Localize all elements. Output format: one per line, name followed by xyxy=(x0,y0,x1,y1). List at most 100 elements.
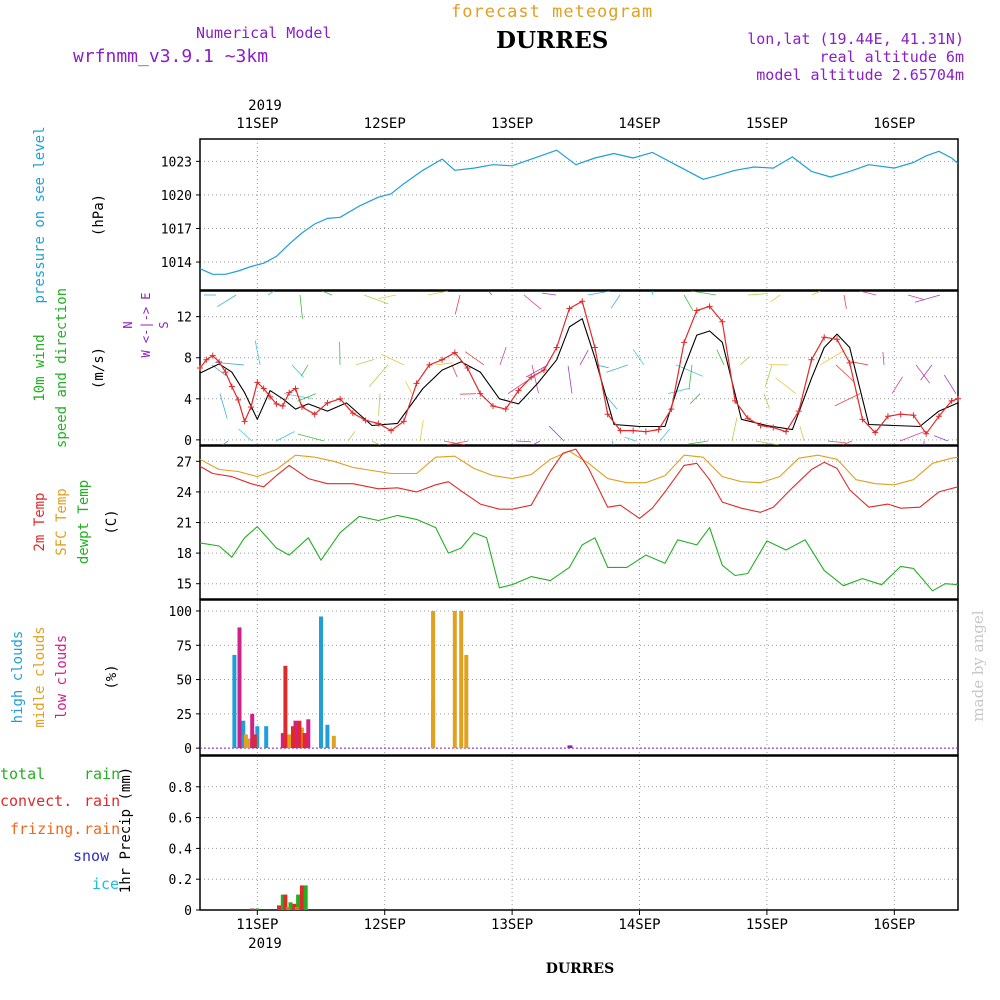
pressure-line xyxy=(199,149,959,275)
cloud-bar xyxy=(299,727,304,749)
wind-speed-marker xyxy=(846,359,853,366)
wind-speed-marker xyxy=(935,413,942,420)
wind-speed-marker xyxy=(228,383,235,390)
wind-speed-marker xyxy=(897,411,904,418)
compass-we: W <-|-> E xyxy=(139,292,153,357)
wind-direction-arrow xyxy=(275,431,295,442)
y-tick-label: 0.4 xyxy=(169,842,193,857)
precip-bar xyxy=(299,885,304,910)
x-tick-label-top: 16SEP xyxy=(873,116,915,132)
wind-direction-arrow xyxy=(525,364,549,378)
legend-total-rain: rain xyxy=(84,765,120,783)
cloud-bar xyxy=(331,735,336,749)
wind-speed-marker xyxy=(311,411,318,418)
cloud-bar xyxy=(280,733,285,749)
wind-direction-arrow xyxy=(691,290,717,296)
wind-direction-arrow xyxy=(611,440,614,446)
wind-direction-arrow xyxy=(755,440,779,446)
cloud-bar xyxy=(243,734,248,749)
wind-direction-arrow xyxy=(834,393,861,407)
forecast-title: forecast meteogram xyxy=(451,2,654,22)
wind-direction-arrow xyxy=(531,364,539,394)
panel-frame xyxy=(199,445,959,600)
x-tick-label-bottom: 12SEP xyxy=(364,917,406,933)
wind-direction-arrow xyxy=(851,361,869,366)
wind-direction-arrow xyxy=(459,393,477,395)
y-tick-label: 0 xyxy=(184,434,192,449)
precip-bar xyxy=(292,903,297,910)
wind-direction-arrow xyxy=(659,429,670,442)
wind-speed-marker xyxy=(209,352,216,359)
wind-direction-arrow xyxy=(891,376,903,394)
wind-speed-marker xyxy=(362,417,369,424)
wind-speed-marker xyxy=(553,344,560,351)
y-tick-label: 27 xyxy=(176,455,192,470)
wind-speed-marker xyxy=(267,393,274,400)
wind-speed-marker xyxy=(783,428,790,435)
wind-speed-marker xyxy=(337,395,344,402)
wind-direction-arrow xyxy=(914,294,941,303)
cloud-bar xyxy=(452,611,457,749)
y-tick-label: 0 xyxy=(184,742,192,757)
lonlat: lon,lat (19.44E, 41.31N) xyxy=(747,30,964,48)
wind-direction-arrow xyxy=(371,440,381,446)
wind-direction-arrow xyxy=(347,431,356,442)
wind-direction-arrow xyxy=(381,354,405,366)
cloud-bar xyxy=(325,724,330,749)
cloud-bar xyxy=(567,745,573,749)
wind-speed-marker xyxy=(464,365,471,371)
cloud-bar xyxy=(464,654,469,749)
wind-speed-marker xyxy=(642,428,649,435)
wind-speed-marker xyxy=(413,380,420,387)
wind-speed-marker xyxy=(490,402,497,409)
wind-speed-marker xyxy=(795,408,802,415)
cloud-bar xyxy=(431,611,436,749)
temp-unit: (C) xyxy=(104,509,120,534)
wind-speed-marker xyxy=(528,374,535,381)
wind-speed-marker xyxy=(706,303,713,310)
model-altitude: model altitude 2.65704m xyxy=(756,66,964,84)
wind-direction-arrow xyxy=(819,349,846,366)
y-tick-label: 75 xyxy=(176,639,192,654)
y-tick-label: 1017 xyxy=(161,222,192,237)
wind-speed-marker xyxy=(630,427,637,434)
wind-direction-arrow xyxy=(238,428,253,442)
wind-direction-arrow xyxy=(451,364,458,378)
cloud-bar xyxy=(241,720,246,749)
dewpt-ylabel: dewpt Temp xyxy=(76,480,92,564)
precip-ylabel: 1hr Precip (mm) xyxy=(118,767,134,893)
wind-direction-arrow xyxy=(624,436,637,442)
wind-speed-marker xyxy=(948,397,955,404)
wind-speed-marker xyxy=(719,318,726,325)
wind-direction-arrow xyxy=(899,430,926,442)
wind-speed-marker xyxy=(298,404,305,411)
precip-bar xyxy=(250,908,255,910)
cloud-bar xyxy=(306,719,311,749)
wind-direction-arrow xyxy=(363,294,389,305)
wind-direction-arrow xyxy=(300,364,309,377)
precip-bar xyxy=(294,906,299,910)
wind-speed-marker xyxy=(732,397,739,404)
wind-speed-marker xyxy=(744,415,751,422)
wind-speed-marker xyxy=(808,356,815,363)
wind-direction-arrow xyxy=(915,364,931,384)
wind-speed-marker xyxy=(203,356,210,363)
wind-direction-arrow xyxy=(211,364,228,377)
wind-speed-marker xyxy=(222,369,229,376)
wind-direction-arrow xyxy=(606,364,629,373)
wind-direction-arrow xyxy=(488,290,493,296)
wind-speed-marker xyxy=(540,367,547,374)
y-tick-label: 21 xyxy=(176,517,192,532)
wind-direction-arrow xyxy=(579,349,589,366)
panel-frame xyxy=(199,138,959,291)
wind-direction-arrow xyxy=(690,393,701,404)
wind-direction-arrow xyxy=(882,351,885,365)
wind-direction-arrow xyxy=(775,377,797,394)
x-tick-label-bottom: 14SEP xyxy=(618,917,660,933)
credit-watermark: made by angel xyxy=(969,610,987,721)
wind-direction-arrow xyxy=(747,293,769,296)
x-tick-label-bottom: 16SEP xyxy=(873,917,915,933)
pressure-ylabel: pressure on see level xyxy=(32,126,48,303)
y-tick-label: 50 xyxy=(176,674,192,689)
